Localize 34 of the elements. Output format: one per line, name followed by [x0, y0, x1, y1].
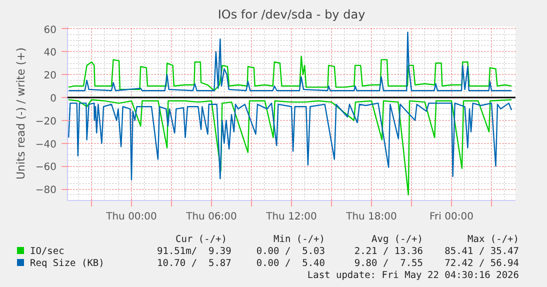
text: 72.42 / 56.94	[444, 258, 519, 270]
text: Cur (-/+)	[174, 234, 227, 246]
x-tick-label: Thu 06:00	[185, 212, 237, 222]
y-tick-label: 40	[44, 48, 57, 59]
legend-label: IO/sec	[29, 246, 66, 258]
x-tick-label: Thu 00:00	[105, 212, 157, 222]
text: Last update: Fri May 22 04:30:16 2026	[306, 270, 519, 282]
text: 91.51m/ 9.39	[157, 246, 232, 258]
text: 85.41 / 35.47	[444, 246, 519, 258]
text: 9.80 / 7.55	[353, 258, 423, 270]
chart-title: IOs for /dev/sda - by day	[218, 8, 366, 22]
line-series	[68, 32, 512, 92]
y-tick-label: 20	[44, 70, 57, 82]
legend-label: Req Size (KB)	[29, 258, 106, 270]
x-tick-label: Thu 12:00	[265, 212, 317, 222]
y-axis-title: Units read (-) / write (+)	[14, 47, 28, 180]
text: Avg (-/+)	[370, 234, 423, 246]
text: 0.00 / 5.03	[256, 246, 325, 257]
text: 2.21 / 13.36	[353, 246, 423, 258]
line-series	[68, 56, 512, 92]
y-tick-label: 0	[50, 93, 57, 104]
text: Min (-/+)	[272, 234, 325, 246]
y-tick-label: −60	[35, 162, 57, 174]
x-tick-label: Thu 18:00	[345, 212, 397, 222]
text: 0.00 / 5.40	[256, 258, 325, 269]
text: Max (-/+)	[466, 234, 519, 246]
text: 10.70 / 5.87	[157, 258, 232, 270]
line-series	[68, 99, 512, 196]
line-series	[68, 102, 512, 180]
y-tick-label: −20	[35, 116, 57, 128]
y-tick-label: 60	[44, 24, 57, 36]
x-tick-label: Fri 00:00	[430, 212, 474, 222]
y-tick-label: −80	[35, 185, 57, 196]
y-tick-label: −40	[35, 139, 57, 150]
